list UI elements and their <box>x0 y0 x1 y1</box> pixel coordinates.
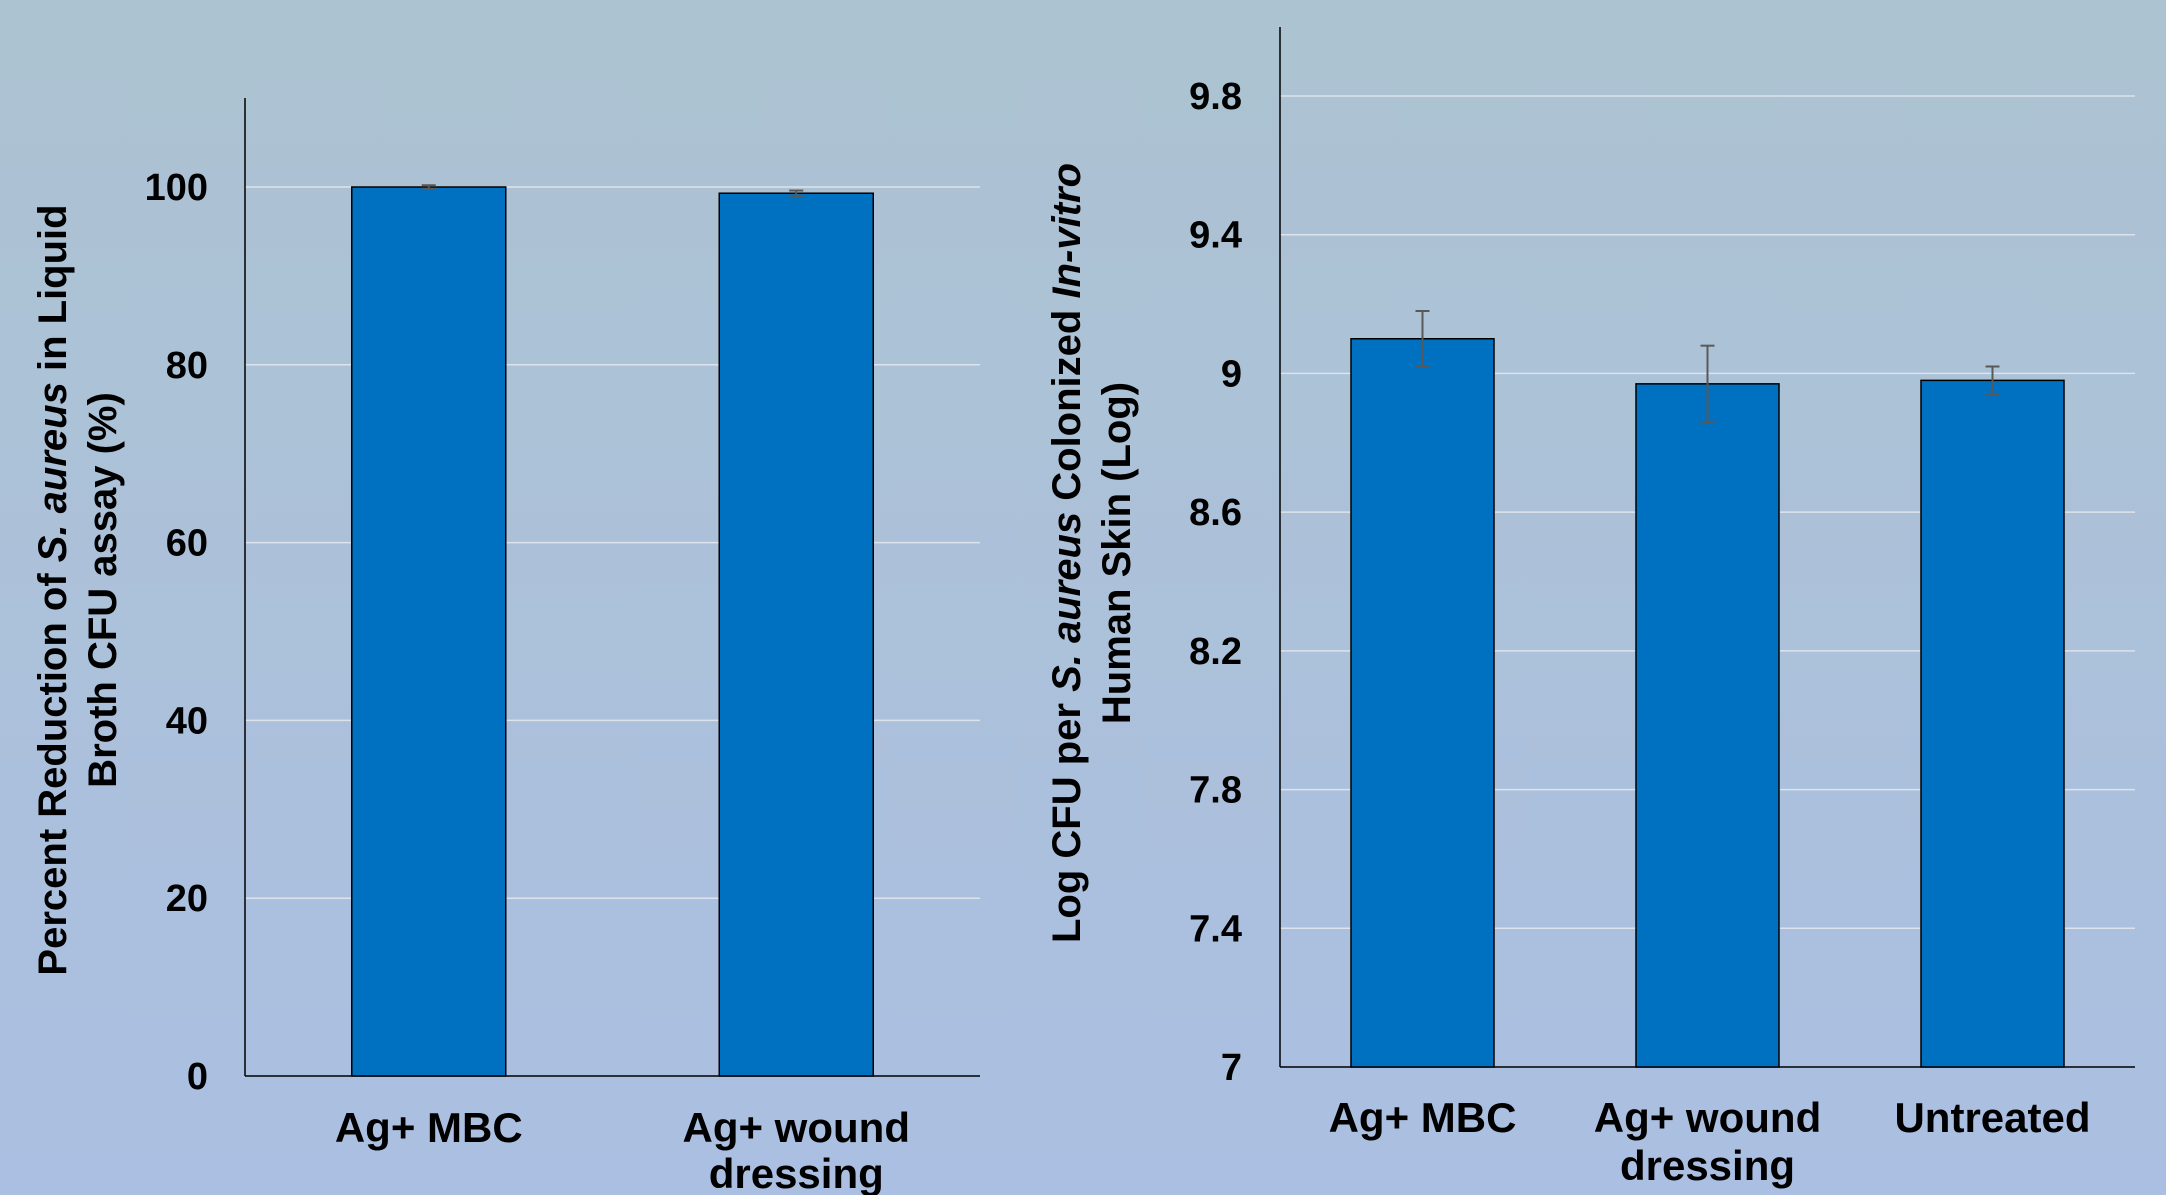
x-category-label: Ag+ MBC <box>335 1104 523 1151</box>
x-category-label: dressing <box>709 1150 884 1195</box>
y-tick-label: 60 <box>166 523 208 565</box>
x-category-label: Ag+ MBC <box>1329 1094 1517 1141</box>
bar <box>1350 338 1495 1068</box>
error-bar <box>1985 365 2000 396</box>
y-tick-label: 0 <box>187 1056 208 1098</box>
error-bar <box>1415 310 1430 368</box>
x-category-label: Untreated <box>1894 1094 2090 1141</box>
bar <box>718 192 874 1077</box>
y-tick-label: 20 <box>166 878 208 920</box>
y-tick-label: 100 <box>145 167 208 209</box>
x-category-label: Ag+ wound <box>683 1104 910 1151</box>
y-tick-label: 8.6 <box>1189 492 1242 534</box>
y-tick-label: 9.8 <box>1189 76 1242 118</box>
right-bar-chart: 7 7.4 7.8 8.2 8.6 9 9.4 9.8 Ag+ MBC Ag+ wounddres… <box>1045 27 2135 1189</box>
y-axis-title: Log CFU per S. aureus Colonized In-vitro… <box>1045 163 1139 943</box>
error-bar <box>1700 344 1715 423</box>
x-category-label: Ag+ wound <box>1594 1094 1821 1141</box>
y-tick-label: 40 <box>166 700 208 742</box>
y-tick-label: 7.4 <box>1189 908 1242 950</box>
y-tick-label: 8.2 <box>1189 631 1242 673</box>
y-tick-label: 7 <box>1221 1047 1242 1089</box>
y-axis-title: Percent Reduction of S. aureus in Liquid… <box>31 204 125 975</box>
y-tick-label: 9.4 <box>1189 215 1242 257</box>
bar <box>351 186 507 1077</box>
bar <box>1920 379 2065 1068</box>
y-tick-label: 7.8 <box>1189 770 1242 812</box>
error-bar <box>421 184 436 190</box>
y-tick-label: 9 <box>1221 353 1242 395</box>
y-tick-label: 80 <box>166 345 208 387</box>
x-category-label: dressing <box>1620 1142 1795 1189</box>
error-bar <box>789 189 804 197</box>
bar <box>1635 383 1780 1068</box>
